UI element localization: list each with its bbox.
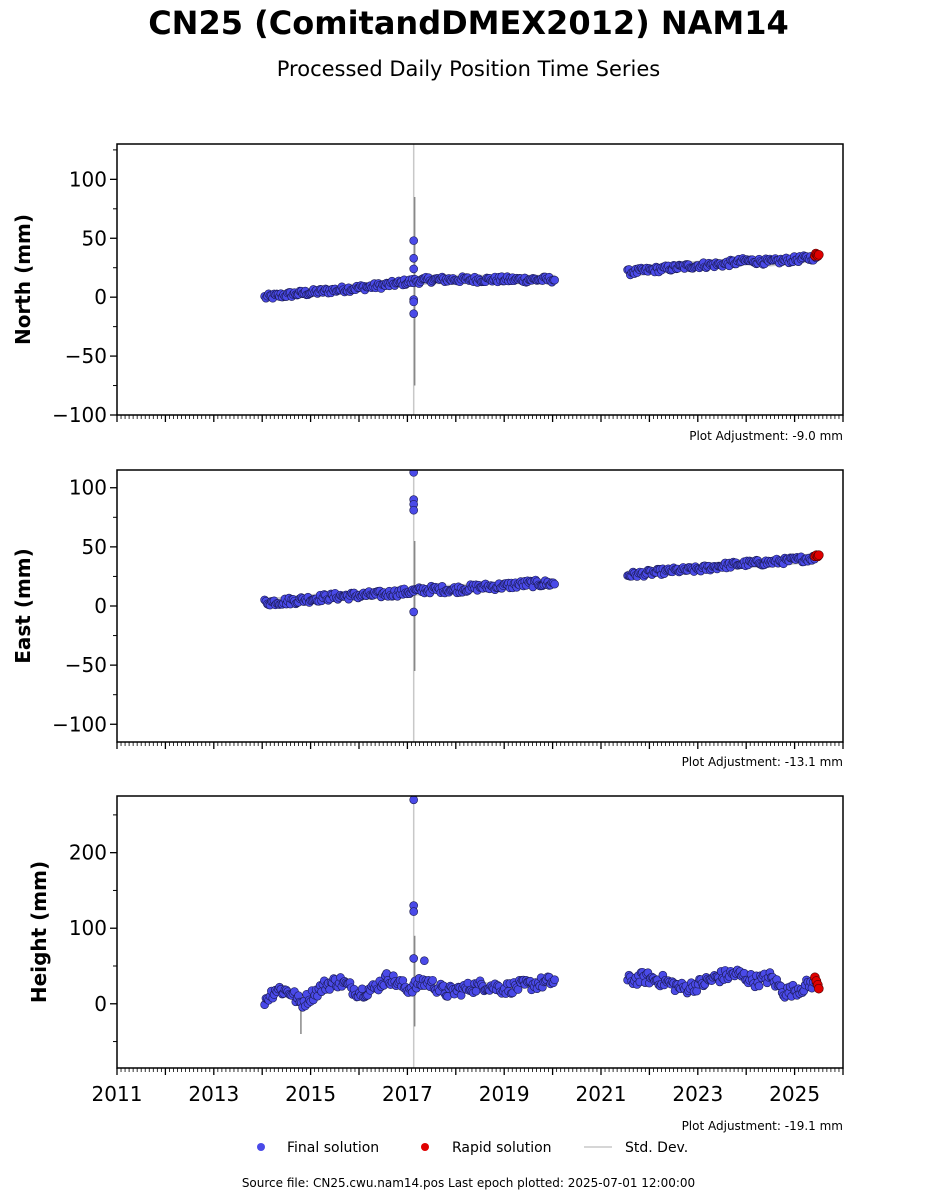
y-tick-label: 0 [94,992,107,1016]
y-tick-label: 50 [82,226,107,250]
final-solution-outlier [409,505,418,515]
y-tick-label: 0 [94,594,107,618]
legend-final-marker [257,1143,265,1151]
y-tick-label: −50 [65,344,107,368]
rapid-solution-point [813,550,824,560]
x-tick-label: 2023 [672,1082,723,1106]
y-tick-label: −50 [65,653,107,677]
y-tick-label: 100 [69,916,107,940]
y-tick-label: −100 [52,403,107,427]
legend-rapid-label: Rapid solution [452,1140,552,1156]
x-tick-label: 2015 [285,1082,336,1106]
chart-title: CN25 (ComitandDMEX2012) NAM14 [148,4,789,42]
final-solution-point [550,975,559,985]
final-solution-outlier [409,253,418,263]
x-tick-label: 2017 [382,1082,433,1106]
y-tick-label: 200 [69,841,107,865]
legend-rapid-marker [421,1143,429,1151]
legend-std-label: Std. Dev. [625,1140,688,1156]
y-tick-label: 100 [69,476,107,500]
plot-adjustment-note: Plot Adjustment: -19.1 mm [682,1119,843,1133]
plot-adjustment-note: Plot Adjustment: -9.0 mm [689,429,843,443]
y-tick-label: 100 [69,167,107,191]
final-solution-point [692,986,702,996]
source-file-note: Source file: CN25.cwu.nam14.pos Last epo… [241,1176,696,1190]
axes-frame [116,469,844,743]
final-solution-outlier [409,309,418,318]
plot-adjustment-note: Plot Adjustment: -13.1 mm [682,755,843,769]
legend-final-label: Final solution [287,1140,379,1156]
y-tick-label: 0 [94,285,107,309]
final-solution-outlier [409,796,418,805]
rapid-solution-point [813,249,824,260]
final-solution-outlier [409,297,418,307]
y-tick-label: −100 [52,712,107,736]
final-solution-outlier [409,264,418,274]
final-solution-point [428,975,437,985]
final-solution-outlier [409,607,418,617]
rapid-solution-point [813,983,824,994]
x-tick-label: 2021 [576,1082,627,1106]
axes-frame [116,795,844,1069]
x-tick-label: 2011 [92,1082,143,1106]
y-axis-label: North (mm) [11,214,35,345]
final-solution-outlier [420,956,429,966]
final-solution-point [550,579,559,589]
final-solution-outlier [409,907,418,916]
y-tick-label: 50 [82,535,107,559]
final-solution-outlier [409,236,418,245]
x-tick-label: 2013 [188,1082,239,1106]
x-tick-label: 2019 [479,1082,530,1106]
y-axis-label: East (mm) [11,548,35,664]
y-axis-label: Height (mm) [27,861,51,1003]
final-solution-point [550,275,559,285]
final-solution-point [754,981,764,991]
x-tick-label: 2025 [769,1082,820,1106]
chart-subtitle: Processed Daily Position Time Series [276,57,661,81]
final-solution-outlier [409,954,418,963]
